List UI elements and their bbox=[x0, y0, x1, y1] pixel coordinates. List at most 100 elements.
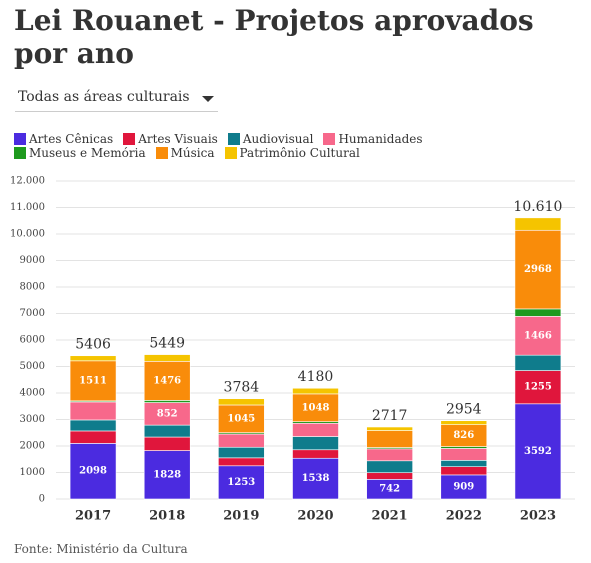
bar-segment bbox=[440, 460, 488, 467]
legend-item: Artes Visuais bbox=[123, 132, 218, 146]
bar-segment bbox=[514, 354, 562, 371]
total-label: 10.610 bbox=[513, 199, 562, 215]
bar-segment bbox=[292, 422, 339, 437]
y-tick-label: 5000 bbox=[20, 361, 45, 372]
data-label: 1538 bbox=[302, 473, 330, 484]
bar-segment bbox=[218, 404, 265, 433]
legend-swatch bbox=[14, 147, 26, 159]
bar-segment bbox=[366, 472, 413, 480]
bar-segment bbox=[514, 308, 562, 317]
legend-swatch bbox=[155, 147, 168, 159]
legend-swatch bbox=[224, 147, 237, 159]
bar-segment bbox=[143, 400, 191, 403]
legend-label: Museus e Memória bbox=[29, 146, 146, 160]
y-tick-label: 11.000 bbox=[10, 202, 45, 213]
total-label: 4180 bbox=[298, 369, 334, 385]
y-tick-label: 12.000 bbox=[10, 176, 45, 187]
x-tick-label: 2018 bbox=[149, 509, 185, 524]
data-label: 826 bbox=[453, 430, 474, 441]
y-tick-label: 6000 bbox=[20, 335, 45, 346]
bar-segment bbox=[292, 457, 339, 500]
legend-item: Artes Cênicas bbox=[14, 132, 113, 146]
bar-segment bbox=[69, 430, 117, 444]
legend: Artes Cênicas Artes Visuais Audiovisual Hum… bbox=[14, 132, 464, 160]
total-label: 5406 bbox=[75, 337, 111, 353]
source: Fonte: Ministério da Cultura bbox=[14, 542, 188, 556]
bar-segment bbox=[366, 460, 413, 474]
bar-segment bbox=[292, 449, 339, 459]
bar-segment bbox=[514, 316, 562, 356]
bar-segment bbox=[218, 433, 265, 448]
data-label: 3592 bbox=[524, 446, 552, 457]
bar-segment bbox=[143, 436, 191, 451]
legend-item: Museus e Memória bbox=[14, 146, 146, 160]
bar-segment bbox=[292, 436, 339, 451]
bar-segment bbox=[440, 466, 488, 476]
data-label: 909 bbox=[453, 481, 474, 492]
chart: 0 1000 2000 3000 4000 5000 6000 7000 8000 9000 10.… bbox=[10, 176, 575, 524]
y-tick-label: 2000 bbox=[20, 441, 45, 452]
dropdown[interactable]: Todas as áreas culturais bbox=[15, 88, 218, 112]
legend-label: Humanidades bbox=[338, 132, 423, 146]
bar-segment bbox=[440, 448, 488, 461]
data-label: 852 bbox=[157, 408, 178, 419]
y-tick-label: 3000 bbox=[20, 414, 45, 425]
total-label: 3784 bbox=[224, 380, 260, 396]
bar-segment bbox=[69, 419, 117, 432]
bar-segment bbox=[69, 360, 117, 402]
x-tick-label: 2020 bbox=[297, 509, 333, 524]
y-tick-label: 1000 bbox=[20, 467, 45, 478]
chart-title: Lei Rouanet - Projetos aprovados por ano bbox=[14, 4, 534, 70]
bar-segment bbox=[143, 354, 191, 362]
bar-segment bbox=[69, 443, 117, 500]
legend-swatch bbox=[123, 133, 136, 145]
legend-item: Patrimônio Cultural bbox=[224, 146, 360, 160]
bar-segment bbox=[143, 450, 191, 500]
x-tick-label: 2022 bbox=[446, 509, 482, 524]
data-label: 1253 bbox=[227, 477, 255, 488]
bar-segment bbox=[440, 420, 488, 425]
legend-label: Audiovisual bbox=[242, 132, 314, 146]
legend-swatch bbox=[14, 133, 26, 145]
bar-segment bbox=[218, 446, 265, 459]
bar-segment bbox=[69, 355, 117, 362]
bar-segment bbox=[514, 403, 562, 500]
legend-item: Audiovisual bbox=[227, 132, 314, 146]
data-label: 742 bbox=[379, 484, 400, 495]
bar-segment bbox=[514, 370, 562, 405]
y-tick-label: 0 bbox=[39, 494, 45, 505]
legend-item: Humanidades bbox=[323, 132, 423, 146]
bar-segment bbox=[514, 217, 562, 231]
y-tick-label: 7000 bbox=[20, 308, 45, 319]
data-label: 1476 bbox=[153, 375, 181, 386]
data-label: 2098 bbox=[79, 466, 107, 477]
dropdown-label: Todas as áreas culturais bbox=[18, 89, 190, 105]
dropdown-arrow bbox=[202, 96, 214, 102]
x-tick-label: 2017 bbox=[75, 509, 111, 524]
legend-label: Artes Visuais bbox=[138, 132, 218, 146]
bar-segment bbox=[143, 424, 191, 438]
total-label: 2954 bbox=[446, 402, 482, 418]
data-label: 1828 bbox=[153, 469, 181, 480]
bar-segment bbox=[440, 474, 488, 500]
legend-swatch bbox=[227, 133, 240, 145]
legend-item: Música bbox=[155, 146, 215, 160]
data-label: 1255 bbox=[524, 382, 552, 393]
legend-label: Música bbox=[170, 146, 215, 160]
bar-segment bbox=[366, 448, 413, 462]
x-tick-label: 2023 bbox=[520, 509, 556, 524]
y-tick-label: 10.000 bbox=[10, 229, 45, 240]
bar-segment bbox=[366, 430, 413, 448]
bar-segment bbox=[514, 229, 562, 310]
x-tick-label: 2021 bbox=[372, 509, 408, 524]
bar-segment bbox=[218, 457, 265, 467]
legend-swatch bbox=[323, 133, 336, 145]
data-label: 1045 bbox=[227, 413, 255, 424]
y-tick-label: 8000 bbox=[20, 282, 45, 293]
x-tick-label: 2019 bbox=[223, 509, 259, 524]
bar-segment bbox=[69, 401, 117, 421]
data-label: 1048 bbox=[302, 402, 330, 413]
data-label: 1466 bbox=[524, 330, 552, 341]
bar-segment bbox=[218, 398, 265, 406]
